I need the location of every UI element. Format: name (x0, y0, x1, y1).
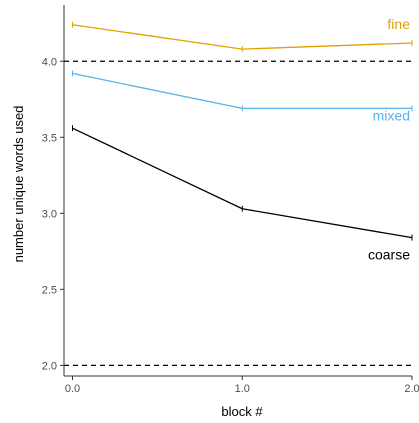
y-tick-label: 3.5 (42, 132, 57, 144)
series-line-fine (72, 24, 413, 50)
series-line-mixed (72, 72, 412, 110)
y-tick-label: 4.0 (42, 56, 57, 68)
x-tick-label: 1.0 (235, 383, 250, 395)
series-label-coarse: coarse (368, 247, 410, 263)
x-tick-label: 0.0 (65, 383, 80, 395)
x-tick-label: 2.0 (404, 383, 419, 395)
y-tick-label: 2.0 (42, 360, 57, 372)
series-label-fine: fine (387, 16, 410, 32)
series-label-mixed: mixed (373, 107, 410, 123)
series-line-coarse (72, 127, 413, 239)
y-tick-label: 3.0 (42, 208, 57, 220)
x-axis-title: block # (221, 404, 263, 419)
y-tick-label: 2.5 (42, 284, 57, 296)
y-axis-title: number unique words used (11, 106, 26, 263)
